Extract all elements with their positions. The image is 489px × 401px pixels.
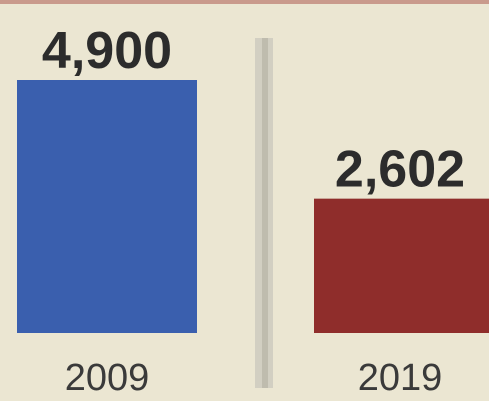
category-label-2019: 2019: [358, 357, 443, 399]
bar-2019: [314, 198, 489, 333]
value-label-2019: 2,602: [335, 141, 465, 199]
category-label-2009: 2009: [65, 357, 150, 399]
top-border: [0, 0, 489, 4]
value-label-2009: 4,900: [42, 22, 172, 80]
bar-2009: [17, 80, 197, 333]
center-divider-shade: [262, 38, 268, 388]
